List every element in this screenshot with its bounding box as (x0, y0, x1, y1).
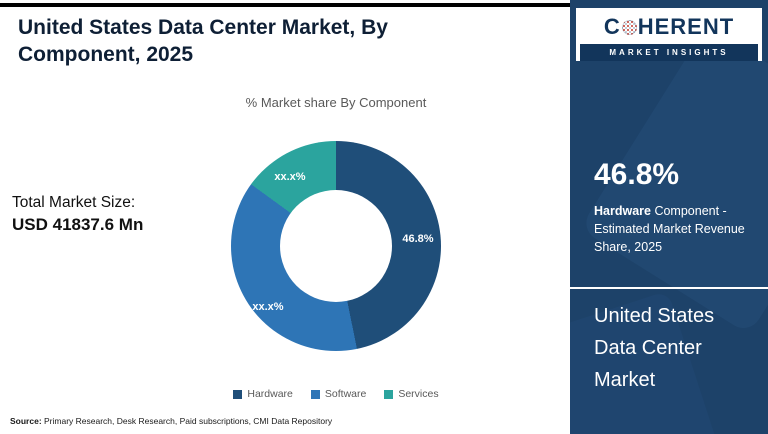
total-market-size: Total Market Size: USD 41837.6 Mn (12, 194, 143, 235)
logo-brand: C HERENT (580, 14, 758, 39)
source-text: Primary Research, Desk Research, Paid su… (41, 416, 333, 426)
logo: C HERENT MARKET INSIGHTS (576, 8, 762, 62)
stat-description-rest: Component - Estimated Market Revenue Sha… (594, 204, 745, 255)
top-border (0, 3, 768, 7)
legend-item: Software (310, 388, 367, 400)
legend-label: Software (324, 388, 367, 400)
chart-legend: Hardware Software Services (166, 388, 506, 400)
stat-description-bold: Hardware (594, 204, 651, 218)
chart-subtitle: % Market share By Component (245, 95, 427, 110)
legend-item: Services (384, 388, 439, 400)
legend-swatch (384, 389, 394, 399)
sidebar-market-title: United States Data Center Market (594, 305, 715, 391)
legend-item: Hardware (233, 388, 293, 400)
slice-label-software: xx.x% (252, 301, 284, 313)
slice-label-services: xx.x% (274, 171, 306, 183)
brand-sidebar: C HERENT MARKET INSIGHTS 46.8% Hardware C… (570, 0, 768, 434)
donut-chart-wrapper: 46.8% xx.x% xx.x% (231, 141, 441, 351)
total-market-value: USD 41837.6 Mn (12, 215, 144, 234)
logo-letters-rest: HERENT (637, 14, 735, 39)
legend-label: Hardware (247, 388, 293, 400)
legend-swatch (310, 389, 320, 399)
chart-section: United States Data Center Market, By Com… (10, 16, 506, 426)
donut-hole (280, 190, 392, 302)
source-prefix: Source: (10, 416, 42, 426)
globe-icon (621, 20, 637, 35)
slice-label-hardware: 46.8% (402, 233, 434, 245)
total-market-label: Total Market Size: (12, 194, 136, 211)
divider (570, 287, 768, 289)
page-title: United States Data Center Market, By Com… (18, 16, 388, 67)
legend-label: Services (398, 388, 439, 400)
stat-value: 46.8% (594, 158, 680, 191)
stat-description: Hardware Component - Estimated Market Re… (594, 202, 746, 256)
legend-swatch (233, 389, 243, 399)
source-note: Source: Primary Research, Desk Research,… (10, 416, 332, 426)
logo-letter-c: C (603, 14, 621, 39)
logo-tagline: MARKET INSIGHTS (580, 44, 758, 62)
